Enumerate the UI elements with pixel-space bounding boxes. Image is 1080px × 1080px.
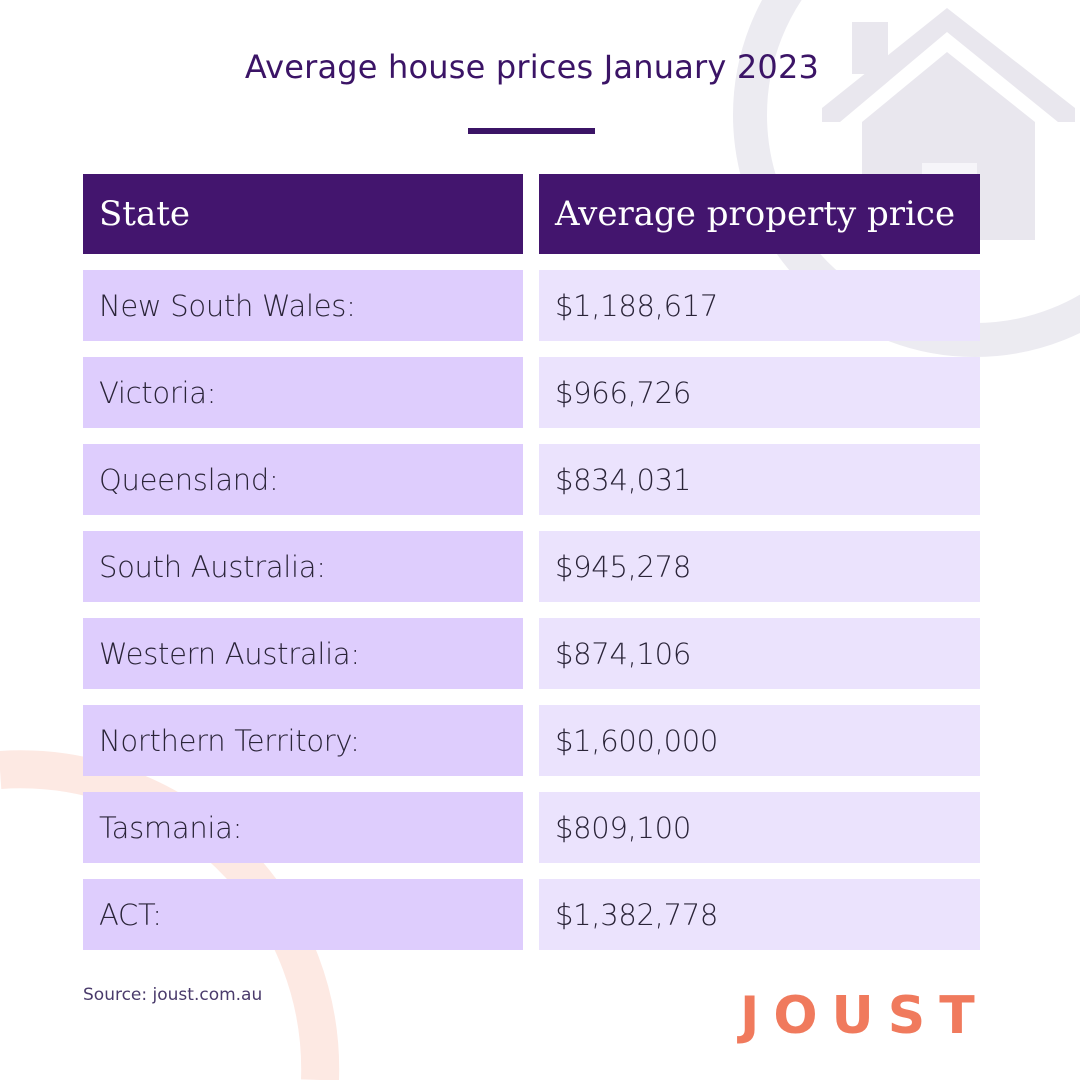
header-state: State — [83, 174, 523, 254]
state-cell: ACT: — [83, 879, 523, 950]
price-cell: $1,188,617 — [539, 270, 980, 341]
price-cell: $1,600,000 — [539, 705, 980, 776]
title-underline — [468, 128, 595, 134]
state-cell: Tasmania: — [83, 792, 523, 863]
state-cell: Western Australia: — [83, 618, 523, 689]
state-cell: Northern Territory: — [83, 705, 523, 776]
state-cell: New South Wales: — [83, 270, 523, 341]
source-note: Source: joust.com.au — [83, 985, 263, 1005]
header-price: Average property price — [539, 174, 980, 254]
price-cell: $966,726 — [539, 357, 980, 428]
joust-logo: JOUST — [740, 990, 982, 1042]
price-cell: $945,278 — [539, 531, 980, 602]
logo-text: JOUST — [740, 986, 989, 1046]
price-cell: $874,106 — [539, 618, 980, 689]
price-cell: $809,100 — [539, 792, 980, 863]
state-cell: Queensland: — [83, 444, 523, 515]
price-cell: $1,382,778 — [539, 879, 980, 950]
page-title: Average house prices January 2023 — [244, 48, 820, 86]
state-cell: South Australia: — [83, 531, 523, 602]
price-table: State Average property price New South W… — [83, 174, 980, 966]
state-cell: Victoria: — [83, 357, 523, 428]
price-cell: $834,031 — [539, 444, 980, 515]
